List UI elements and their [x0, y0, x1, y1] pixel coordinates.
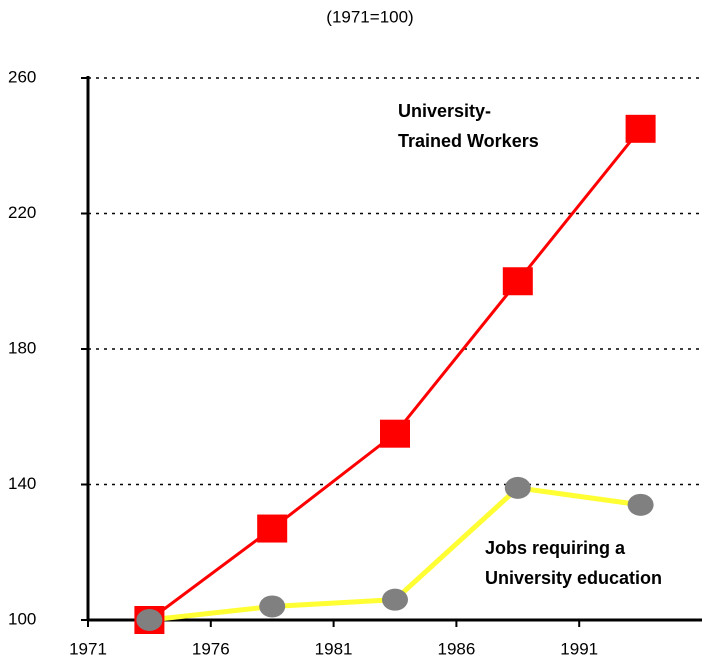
marker — [259, 595, 286, 618]
marker — [136, 609, 163, 631]
x-tick-label: 1986 — [437, 639, 475, 658]
y-tick-label: 260 — [8, 67, 36, 86]
marker — [257, 514, 288, 543]
annotation: University education — [485, 568, 662, 588]
x-tick-label: 1971 — [69, 639, 107, 658]
marker — [380, 419, 410, 448]
y-tick-label: 220 — [8, 203, 36, 222]
annotation: University- — [398, 101, 491, 121]
y-tick-label: 140 — [8, 474, 36, 493]
chart-subtitle: (1971=100) — [326, 7, 413, 26]
marker — [382, 588, 408, 611]
y-tick-label: 100 — [8, 609, 36, 628]
marker — [627, 493, 654, 516]
x-tick-label: 1976 — [192, 639, 230, 658]
marker — [625, 114, 656, 143]
y-tick-label: 180 — [8, 338, 36, 357]
annotation: Trained Workers — [398, 131, 539, 151]
x-tick-label: 1981 — [315, 639, 353, 658]
marker — [502, 267, 533, 296]
x-tick-label: 1991 — [560, 639, 598, 658]
annotation: Jobs requiring a — [485, 538, 626, 558]
marker — [504, 476, 531, 499]
